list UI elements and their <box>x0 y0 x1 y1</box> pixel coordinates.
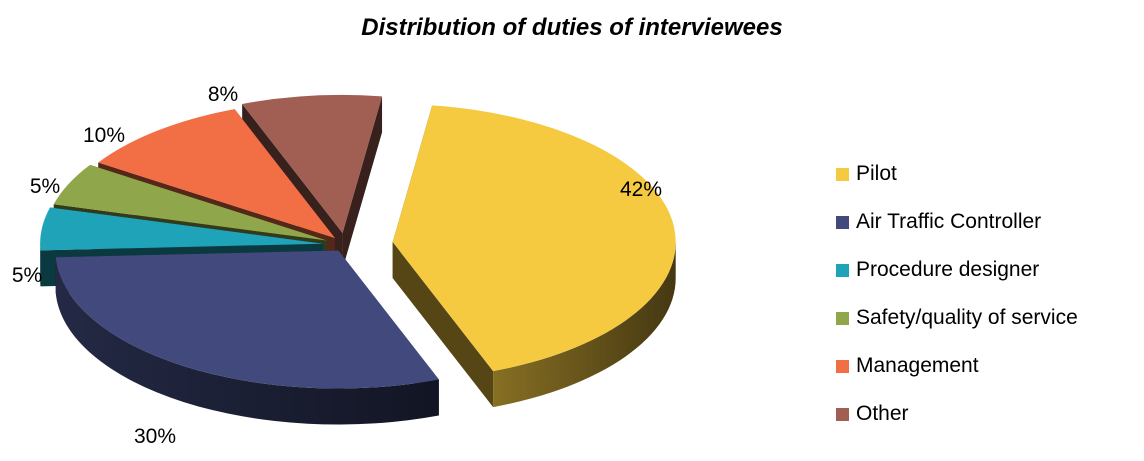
legend-item-other: Other <box>836 390 1078 438</box>
legend-swatch <box>836 167 849 181</box>
legend-label: Air Traffic Controller <box>856 210 1042 233</box>
legend-item-procedure-designer: Procedure designer <box>836 246 1078 294</box>
legend-swatch <box>836 407 849 421</box>
legend-swatch <box>836 263 849 277</box>
data-label-procedure-designer: 5% <box>12 264 42 287</box>
data-label-management: 10% <box>83 124 125 147</box>
legend-label: Other <box>856 402 909 425</box>
legend-label: Safety/quality of service <box>856 306 1078 329</box>
legend: Pilot Air Traffic Controller Procedure des… <box>836 150 1078 438</box>
pie-slice-pilot <box>392 105 676 408</box>
data-label-safety-quality-of-service: 5% <box>30 175 60 198</box>
legend-swatch <box>836 215 849 229</box>
data-label-pilot: 42% <box>620 178 662 201</box>
data-label-other: 8% <box>208 83 238 106</box>
legend-swatch <box>836 311 849 325</box>
legend-label: Procedure designer <box>856 258 1040 281</box>
legend-item-air-traffic-controller: Air Traffic Controller <box>836 198 1078 246</box>
legend-item-management: Management <box>836 342 1078 390</box>
data-label-air-traffic-controller: 30% <box>134 425 176 448</box>
legend-item-pilot: Pilot <box>836 150 1078 198</box>
legend-label: Management <box>856 354 979 377</box>
legend-item-safety-quality-of-service: Safety/quality of service <box>836 294 1078 342</box>
chart-title: Distribution of duties of interviewees <box>361 14 783 41</box>
pie-slice-air-traffic-controller <box>55 250 439 425</box>
legend-swatch <box>836 359 849 373</box>
legend-label: Pilot <box>856 162 897 185</box>
